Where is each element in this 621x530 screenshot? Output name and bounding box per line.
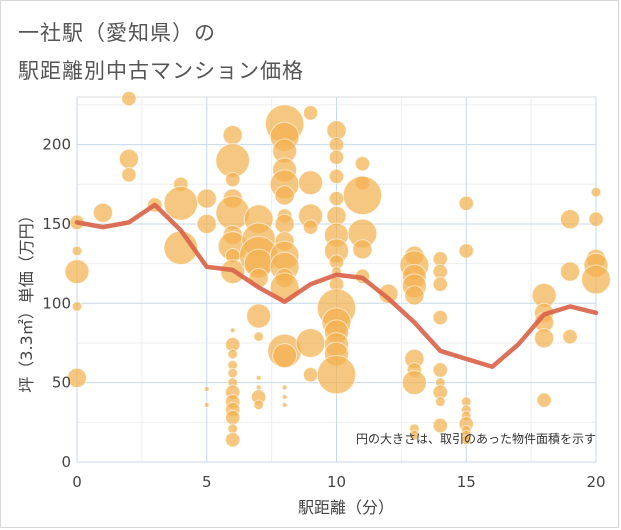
data-point [354, 155, 371, 172]
data-point [342, 175, 383, 216]
data-point [281, 401, 288, 408]
data-point [590, 186, 602, 198]
data-point [559, 261, 581, 282]
bubble-layer [64, 90, 611, 448]
size-note: 円の大きさは、取引のあった物件面積を示す [356, 431, 596, 446]
data-point [274, 213, 295, 235]
data-point [274, 185, 295, 206]
y-tick-label: 0 [61, 453, 71, 471]
data-point [581, 264, 611, 295]
data-point [196, 213, 217, 235]
data-point [302, 219, 319, 235]
data-point [121, 167, 137, 183]
chart-title-line2: 駅距離別中古マンション価格 [18, 59, 304, 83]
data-point [302, 105, 319, 121]
data-point [163, 186, 199, 221]
data-point [272, 343, 298, 369]
data-point [432, 276, 448, 292]
data-point [328, 190, 345, 207]
average-price-line [74, 202, 599, 370]
data-point [121, 90, 137, 107]
data-point [225, 409, 241, 426]
data-point [302, 367, 319, 383]
data-point [246, 303, 272, 329]
data-point [435, 396, 446, 407]
x-tick-label: 20 [586, 473, 605, 491]
data-point [253, 331, 264, 342]
data-point [352, 239, 373, 260]
data-point [588, 211, 604, 227]
data-point [559, 209, 581, 230]
y-tick-label: 100 [42, 294, 71, 312]
data-point [281, 394, 288, 400]
x-axis-label: 駅距離（分） [298, 498, 394, 517]
x-tick-labels: 0 5 10 15 20 [72, 473, 605, 491]
data-point [255, 374, 262, 381]
data-point [222, 124, 243, 146]
data-point [225, 171, 241, 188]
data-point [118, 148, 139, 169]
y-axis-label: 坪（3.3㎡）単価（万円） [17, 207, 36, 392]
data-point [281, 384, 288, 391]
data-point [227, 348, 238, 360]
data-point [255, 384, 262, 391]
data-point [404, 285, 425, 306]
average-line-layer [74, 202, 599, 370]
data-point [328, 149, 345, 166]
data-point [316, 355, 357, 395]
data-point [203, 386, 210, 392]
data-point [534, 328, 555, 349]
grid-lines [76, 96, 597, 463]
data-point [196, 188, 217, 209]
data-point [401, 370, 427, 396]
data-point [295, 328, 326, 358]
data-point [64, 259, 90, 285]
chart-title-line1: 一社駅（愛知県）の [18, 21, 216, 45]
data-point [71, 301, 83, 312]
data-point [92, 202, 114, 223]
data-point [458, 243, 474, 259]
data-point [66, 367, 88, 388]
data-point [227, 367, 238, 379]
x-tick-label: 10 [327, 473, 346, 491]
data-point [298, 170, 324, 196]
x-tick-label: 15 [457, 473, 476, 491]
data-point [229, 327, 236, 334]
y-tick-label: 50 [52, 374, 71, 392]
data-point [432, 309, 448, 326]
data-point [215, 195, 250, 231]
data-point [328, 168, 345, 185]
y-tick-label: 150 [42, 215, 71, 233]
y-tick-label: 200 [42, 136, 71, 154]
x-tick-label: 5 [202, 473, 212, 491]
data-point [432, 362, 448, 378]
data-point [409, 429, 420, 441]
x-tick-label: 0 [72, 473, 82, 491]
data-point [562, 328, 578, 345]
data-point [225, 432, 241, 448]
data-point [432, 417, 448, 434]
y-tick-labels: 0 50 100 150 200 [42, 136, 71, 471]
data-point [253, 399, 264, 411]
data-point [536, 392, 552, 408]
data-point [71, 245, 83, 257]
data-point [203, 401, 210, 408]
data-point [460, 434, 472, 446]
data-point [227, 423, 238, 434]
data-point [458, 195, 474, 212]
